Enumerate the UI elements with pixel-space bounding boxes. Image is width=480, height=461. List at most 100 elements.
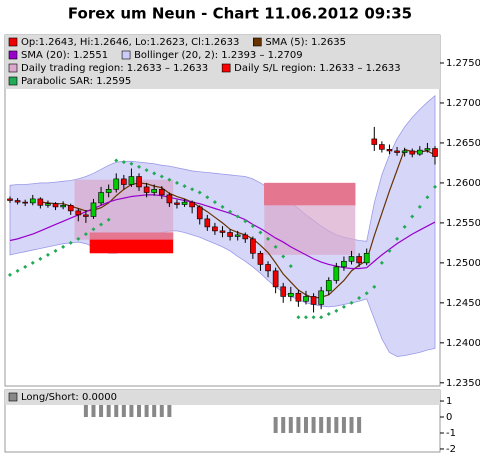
legend-swatch <box>121 50 131 60</box>
sar-dot <box>417 204 422 209</box>
sar-dot <box>76 236 81 241</box>
sar-dot <box>45 252 50 257</box>
candle-body <box>83 214 89 217</box>
sar-dot <box>266 236 271 241</box>
legend: Long/Short: 0.0000 <box>5 390 440 405</box>
y-tick-label: 1.2450 <box>446 298 480 309</box>
sar-dot <box>68 240 73 245</box>
candle-body <box>67 205 74 212</box>
bar <box>296 417 301 433</box>
sar-dot <box>273 244 278 249</box>
candle-body <box>219 230 226 233</box>
bar <box>137 401 142 418</box>
candle-body <box>166 194 173 204</box>
y-tick-label: 1.2600 <box>446 178 480 189</box>
bar <box>106 401 111 418</box>
bar <box>288 417 293 433</box>
sar-dot <box>281 254 286 259</box>
candle-body <box>417 149 423 155</box>
candle-body <box>288 292 294 297</box>
candle-body <box>128 176 135 185</box>
sar-dot <box>220 204 225 209</box>
sar-dot <box>296 315 301 320</box>
candle-body <box>401 150 408 153</box>
chart-title: Forex um Neun - Chart 11.06.2012 09:35 <box>68 5 412 23</box>
legend-swatch <box>8 50 18 60</box>
legend-label: Op:1.2643, Hi:1.2646, Lo:1.2623, Cl:1.26… <box>21 37 239 48</box>
sar-dot <box>30 260 35 265</box>
sar-dot <box>182 184 187 189</box>
candle-body <box>37 198 44 206</box>
candle-body <box>136 176 142 188</box>
candle-body <box>379 144 385 150</box>
candle-body <box>432 148 438 157</box>
sar-dot <box>53 248 58 253</box>
candle-body <box>174 202 180 205</box>
region <box>264 182 356 255</box>
candle-body <box>280 286 287 297</box>
legend-swatch <box>8 63 18 73</box>
candle-body <box>121 178 127 185</box>
sar-dot <box>190 187 195 192</box>
bar <box>99 401 104 418</box>
candle-body <box>7 198 13 201</box>
candle-body <box>371 138 378 145</box>
sar-dot <box>402 224 407 229</box>
sar-dot <box>174 180 179 185</box>
candle-body <box>234 234 241 237</box>
candle-body <box>341 260 347 268</box>
sar-dot <box>228 209 233 214</box>
candle-body <box>356 256 362 264</box>
bar <box>326 417 331 433</box>
sar-dot <box>38 256 43 261</box>
bar <box>152 401 157 418</box>
bar <box>319 417 324 433</box>
candle-body <box>409 150 416 155</box>
sar-dot <box>99 222 104 227</box>
y-tick-label: 1.2750 <box>446 58 480 69</box>
sar-dot <box>144 168 149 173</box>
candle-body <box>257 252 264 265</box>
legend-label: Long/Short: 0.0000 <box>21 392 117 403</box>
sar-dot <box>349 300 354 305</box>
sar-dot <box>212 200 217 205</box>
y-tick-label: 1.2400 <box>446 338 480 349</box>
bar <box>349 417 354 433</box>
legend-label: SMA (20): 1.2551 <box>21 50 108 61</box>
legend-background <box>5 35 440 89</box>
candle-body <box>158 189 165 196</box>
sar-dot <box>364 291 369 296</box>
y-tick-label: -1 <box>446 428 456 439</box>
sar-dot <box>410 214 415 219</box>
candle-body <box>325 280 332 292</box>
y-tick-label: -2 <box>446 444 456 455</box>
candle-body <box>45 203 51 206</box>
sar-dot <box>8 272 12 277</box>
candle-body <box>75 210 82 216</box>
legend-label: SMA (5): 1.2635 <box>265 37 346 48</box>
candle-body <box>189 201 195 208</box>
legend: Op:1.2643, Hi:1.2646, Lo:1.2623, Cl:1.26… <box>5 35 440 89</box>
candle-body <box>272 270 279 288</box>
sar-dot <box>243 219 248 224</box>
candle-body <box>52 203 59 208</box>
candle-body <box>14 200 21 203</box>
bar <box>341 417 346 433</box>
sar-dot <box>23 264 28 269</box>
legend-background <box>5 390 440 405</box>
sar-dot <box>319 315 324 320</box>
sar-dot <box>303 315 308 320</box>
candle-body <box>196 206 203 220</box>
candle-body <box>424 148 431 151</box>
candle-body <box>29 198 36 204</box>
sar-dot <box>235 214 240 219</box>
y-tick-label: 1.2550 <box>446 218 480 229</box>
bar <box>311 417 316 433</box>
bar <box>357 417 362 433</box>
candle-body <box>227 232 233 237</box>
sar-dot <box>91 227 96 232</box>
sar-dot <box>288 264 293 269</box>
candle-body <box>151 189 157 193</box>
candle-body <box>318 290 324 305</box>
